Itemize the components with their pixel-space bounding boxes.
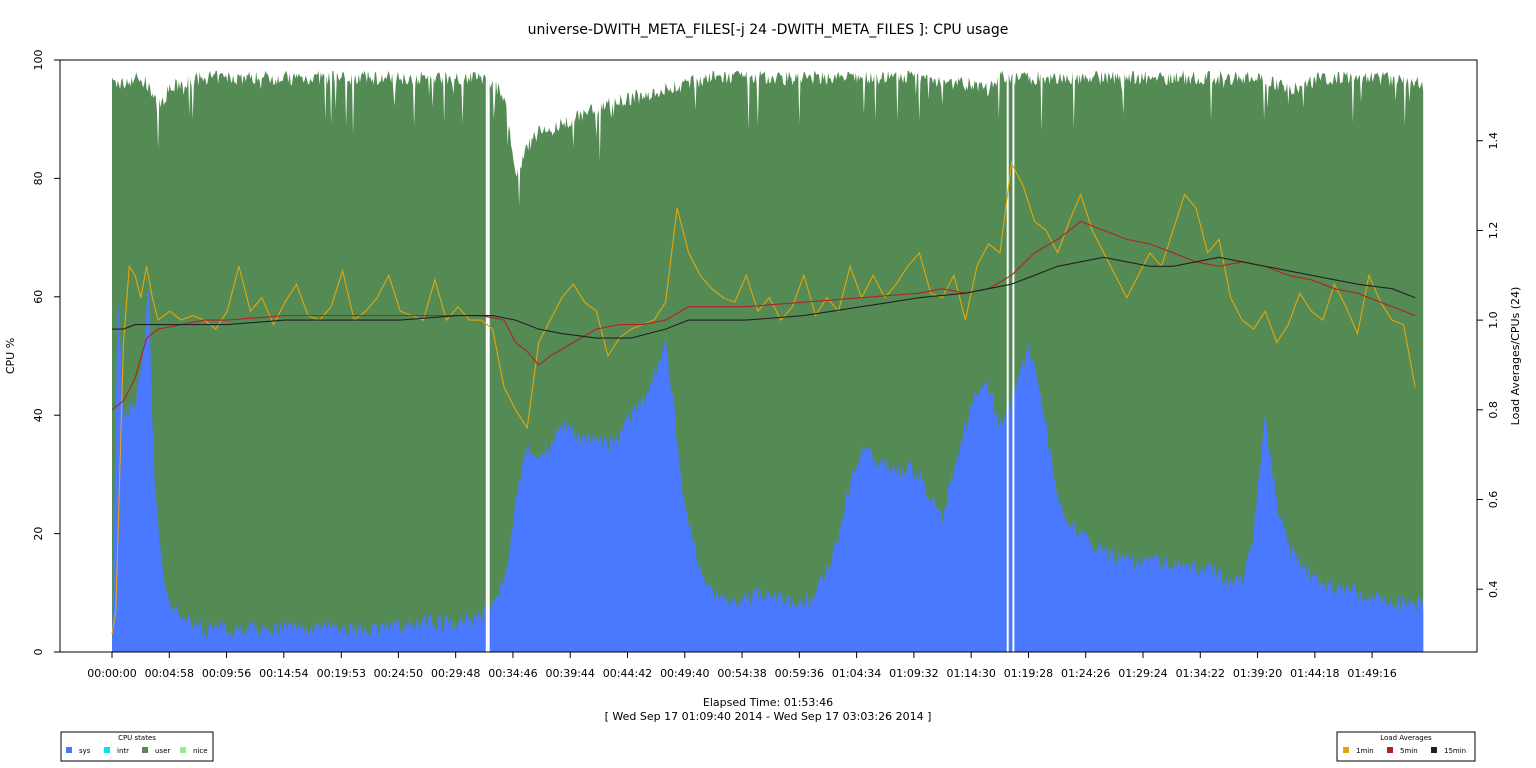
line-load-1min [111,161,1416,635]
y-tick-label: 40 [32,408,45,422]
y-tick-label: 20 [32,527,45,541]
gap-line [1012,60,1015,652]
legend-label-15min: 15min [1444,747,1466,755]
y-tick-label: 100 [32,50,45,71]
line-load-15min [112,256,1416,339]
legend-label-1min: 1min [1356,747,1374,755]
legend-label-user: user [155,747,170,755]
legend-swatch-nice [180,747,186,753]
chart-title: universe-DWITH_META_FILES[-j 24 -DWITH_M… [528,22,1009,38]
y2-axis-title: Load Averages/CPUs (24) [1509,287,1522,426]
area-sys [112,290,1424,652]
y-axis-right: 0.4 0.6 0.8 1.0 1.2 1.4 [1477,132,1500,598]
x-tick-label: 00:00:00 [87,667,136,680]
load-average-lines [111,161,1416,635]
x-tick-label: 01:19:28 [1004,667,1053,680]
area-user [112,70,1424,652]
x-tick-label: 00:44:42 [603,667,652,680]
x-tick-label: 00:09:56 [202,667,251,680]
legend-swatch-1min [1343,747,1349,753]
gap-line [485,60,488,652]
load-legend-title: Load Averages [1380,734,1432,742]
y2-tick-label: 0.4 [1487,580,1500,598]
cpu-legend-box [60,731,214,762]
x-tick-label: 01:24:26 [1061,667,1110,680]
y2-tick-label: 1.2 [1487,222,1500,240]
load-averages-legend: Load Averages 1min 5min 15min [1336,731,1476,762]
data-gaps [485,60,1015,652]
gap-line [487,60,490,652]
cpu-legend-title: CPU states [118,734,156,742]
date-range: [ Wed Sep 17 01:09:40 2014 - Wed Sep 17 … [605,710,932,723]
legend-label-intr: intr [117,747,129,755]
x-tick-label: 01:14:30 [946,667,995,680]
y-axis-title: CPU % [4,338,17,374]
x-tick-label: 00:49:40 [660,667,709,680]
cpu-areas [112,70,1424,652]
x-tick-label: 01:04:34 [832,667,881,680]
y-axis-left: 0 20 40 60 80 100 [32,50,60,656]
x-tick-label: 00:24:50 [374,667,423,680]
x-tick-label: 01:49:16 [1347,667,1396,680]
y2-tick-label: 1.4 [1487,132,1500,150]
y2-tick-label: 0.6 [1487,491,1500,509]
legend-swatch-15min [1431,747,1437,753]
y2-tick-label: 0.8 [1487,401,1500,419]
cpu-states-legend: CPU states sys intr user nice [60,731,214,762]
x-tick-label: 01:44:18 [1290,667,1339,680]
x-tick-label: 00:39:44 [546,667,595,680]
x-tick-label: 00:14:54 [259,667,308,680]
gap-line [1006,60,1009,652]
x-tick-label: 01:29:24 [1118,667,1167,680]
line-load-5min [111,220,1416,411]
x-tick-label: 00:04:58 [145,667,194,680]
legend-swatch-user [142,747,148,753]
y-tick-label: 80 [32,171,45,185]
x-tick-label: 00:54:38 [717,667,766,680]
x-tick-label: 01:39:20 [1233,667,1282,680]
x-tick-label: 01:34:22 [1176,667,1225,680]
load-legend-box [1336,731,1476,762]
legend-label-5min: 5min [1400,747,1418,755]
x-axis-title: Elapsed Time: 01:53:46 [703,696,833,709]
legend-swatch-5min [1387,747,1393,753]
x-tick-label: 00:34:46 [488,667,537,680]
legend-swatch-sys [66,747,72,753]
legend-label-nice: nice [193,747,208,755]
x-tick-label: 00:19:53 [317,667,366,680]
x-axis: 00:00:00 00:04:58 00:09:56 00:14:54 00:19:53… [87,652,1397,680]
x-tick-label: 00:29:48 [431,667,480,680]
legend-swatch-intr [104,747,110,753]
plot-frame [59,59,1478,653]
y-tick-label: 60 [32,290,45,304]
legend-label-sys: sys [79,747,91,755]
x-tick-label: 01:09:32 [889,667,938,680]
y2-tick-label: 1.0 [1487,311,1500,329]
x-tick-label: 00:59:36 [775,667,824,680]
y-tick-label: 0 [32,649,45,656]
